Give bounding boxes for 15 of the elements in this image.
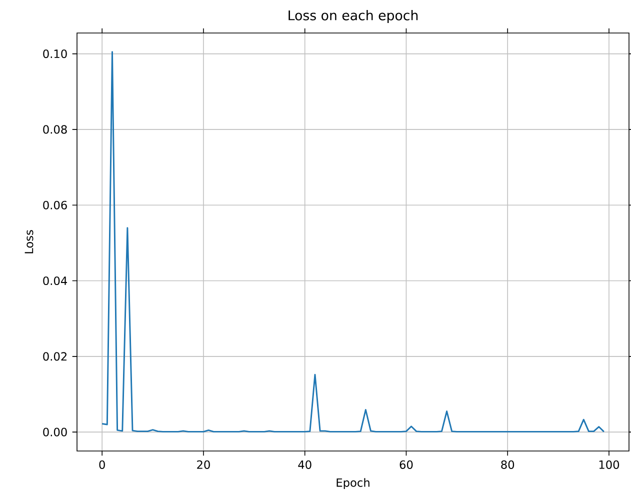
y-axis-title: Loss xyxy=(24,230,34,254)
x-tick-label: 40 xyxy=(298,460,312,469)
x-tick-label: 60 xyxy=(400,460,413,469)
y-tick-label: 0.10 xyxy=(43,50,67,58)
x-axis-title: Epoch xyxy=(336,478,370,490)
x-tick-label: 20 xyxy=(197,460,210,469)
x-tick-label: 0 xyxy=(99,460,105,469)
y-tick-label: 0.06 xyxy=(43,200,67,210)
y-tick-label: 0.08 xyxy=(43,125,67,134)
y-tick-label: 0.00 xyxy=(43,428,67,436)
x-tick-label: 100 xyxy=(599,460,620,469)
y-tick-label: 0.04 xyxy=(43,276,67,286)
chart-title: Loss on each epoch xyxy=(288,10,418,23)
x-tick-label: 80 xyxy=(501,460,514,469)
y-tick-label: 0.02 xyxy=(43,352,66,361)
